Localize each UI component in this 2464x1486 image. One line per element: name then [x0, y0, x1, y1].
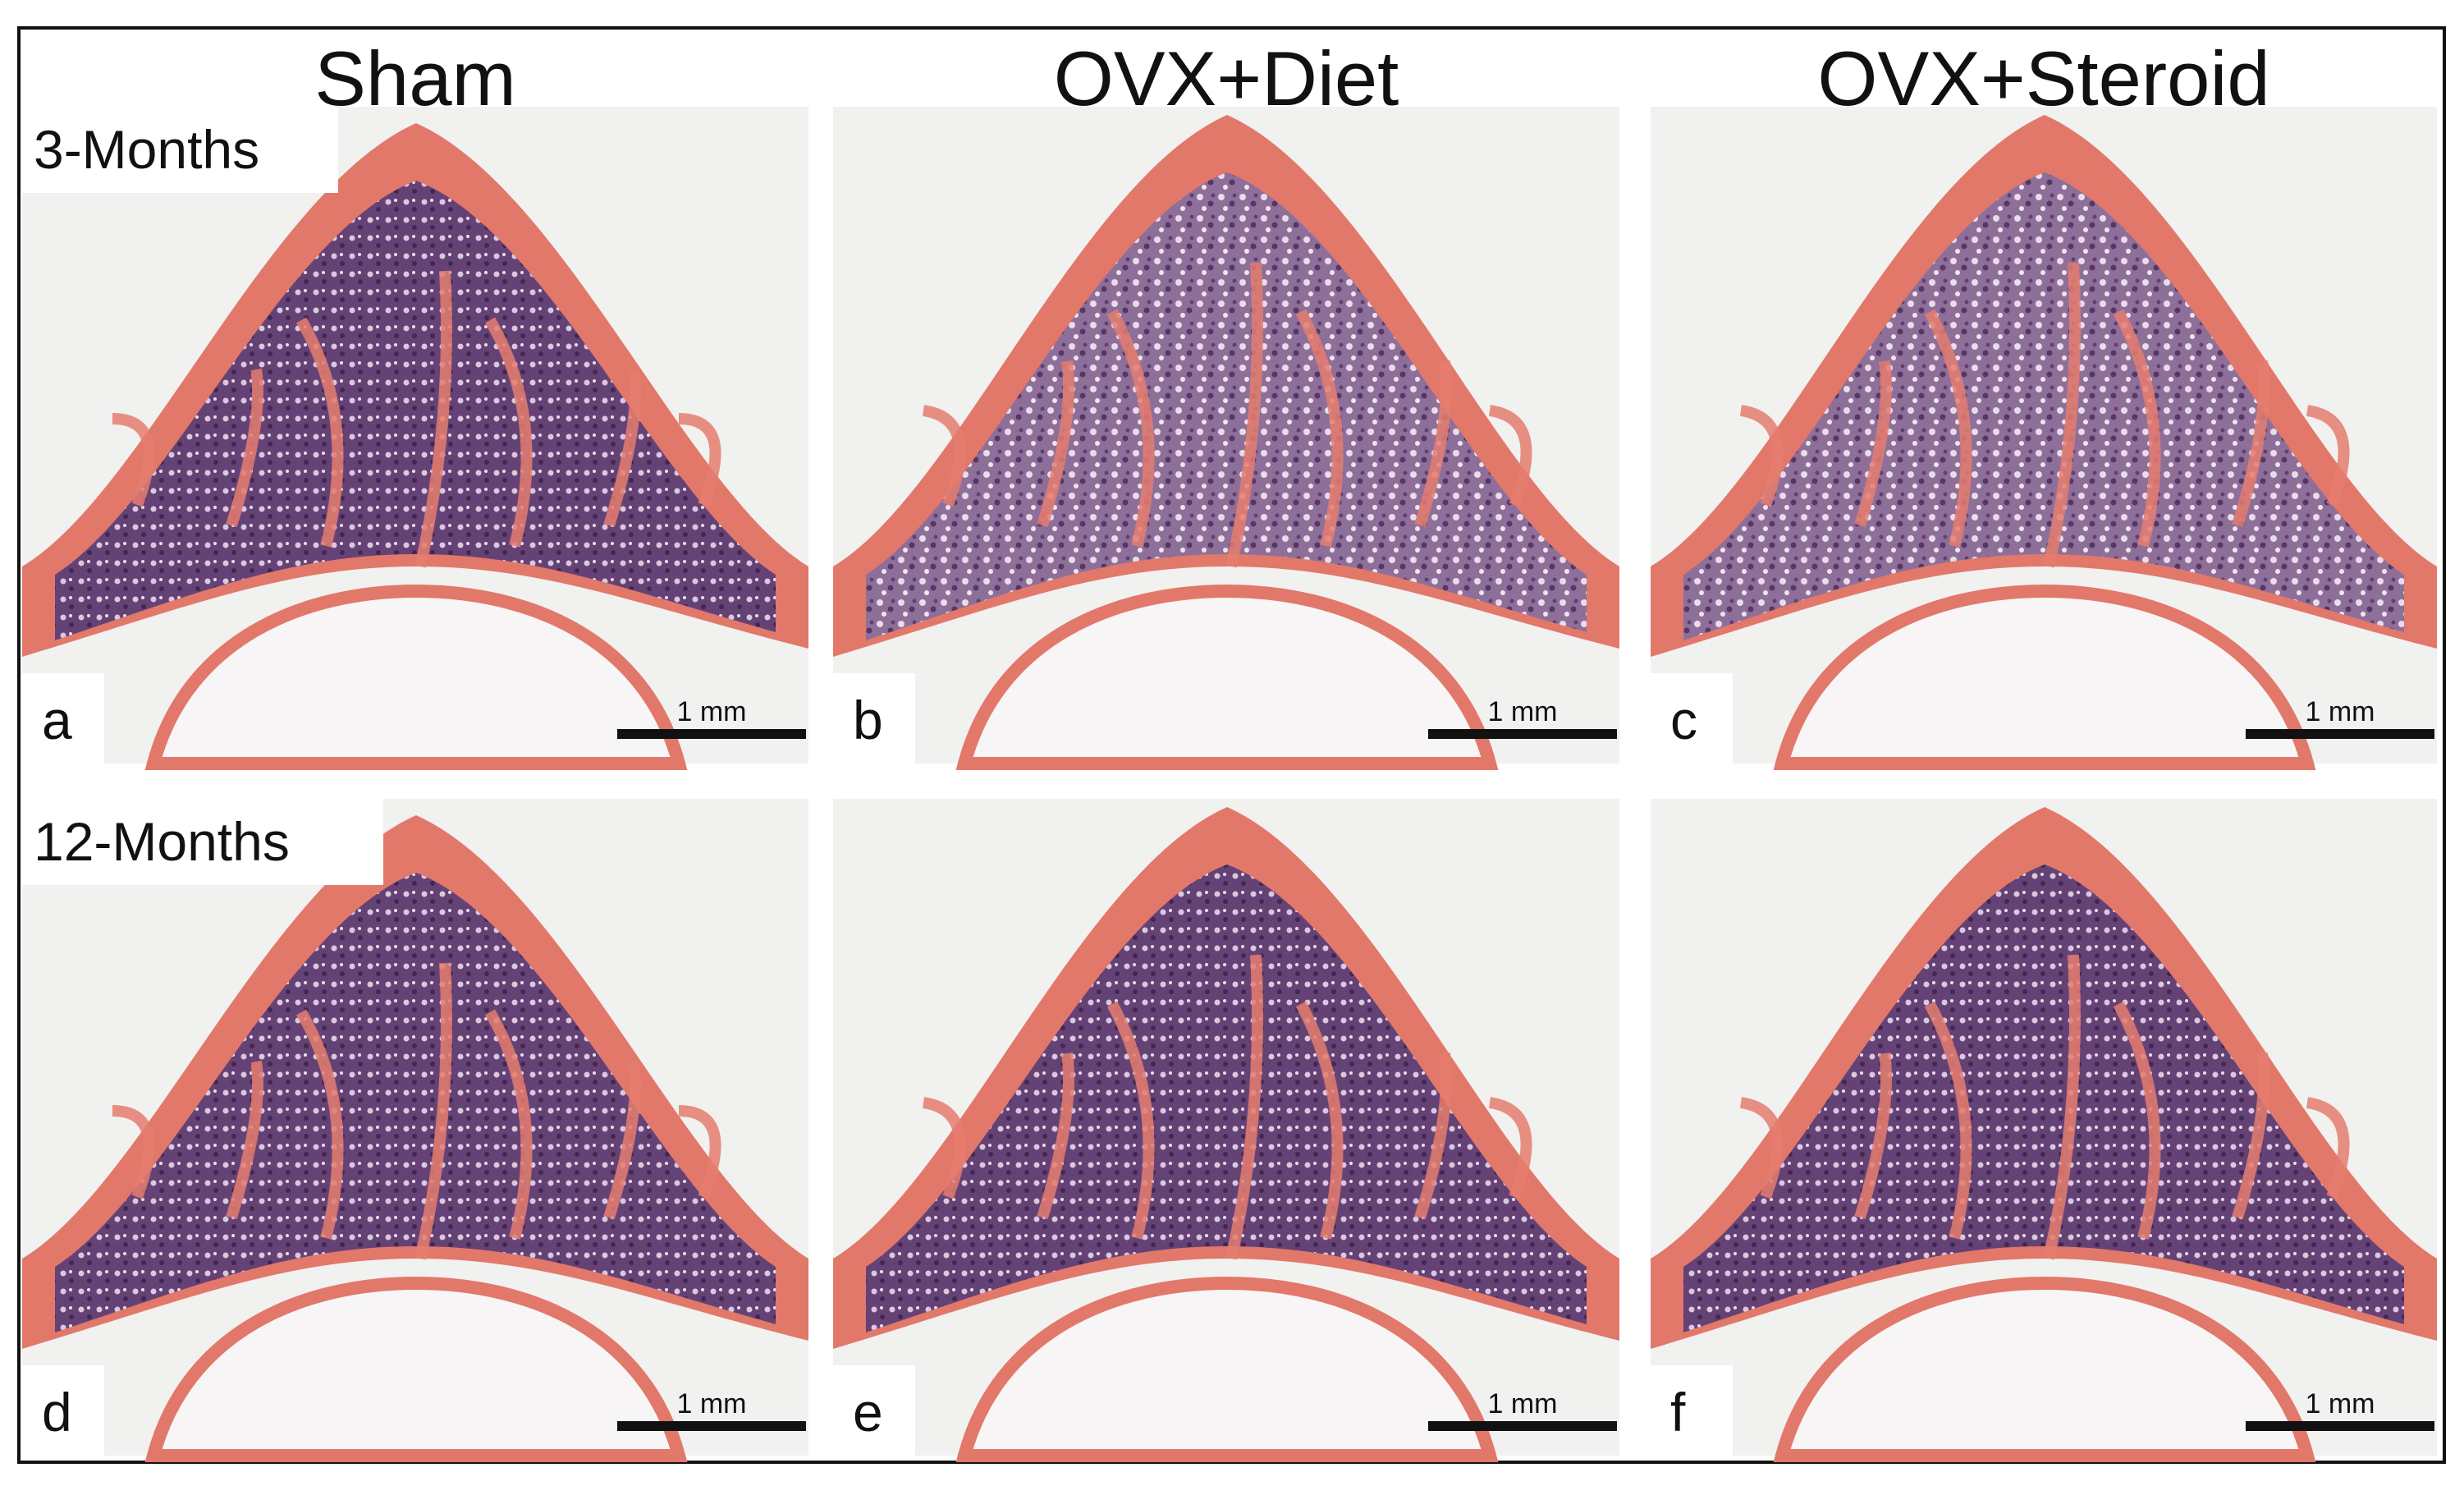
letter-box — [22, 673, 104, 764]
trabecula — [1924, 1001, 1972, 1240]
row-label: 12-Months — [34, 811, 290, 872]
trabecula — [414, 962, 452, 1260]
trabecula — [1037, 1053, 1074, 1220]
scale-bar-label: 1 mm — [1488, 696, 1558, 727]
scale-bar — [2246, 1421, 2434, 1431]
trabecula — [1739, 405, 1784, 507]
trabecula — [295, 317, 344, 548]
scale-bar-label: 1 mm — [677, 696, 747, 727]
trabecula — [1106, 1001, 1155, 1240]
panel-letter: b — [853, 690, 883, 750]
row-label-box — [22, 799, 383, 885]
panel: 12-Months d 1 mm — [22, 799, 808, 1462]
trabecula — [2232, 1053, 2269, 1220]
trabecula — [678, 1105, 721, 1199]
scale-bar — [617, 1421, 806, 1431]
trabecula — [1924, 309, 1972, 548]
panel-letter: f — [1670, 1382, 1686, 1442]
panel-letter: a — [42, 690, 72, 750]
panel-letter: d — [42, 1382, 72, 1442]
letter-box — [833, 673, 915, 764]
cavity — [955, 584, 1499, 770]
cavity — [1773, 584, 2316, 770]
trabecula — [414, 270, 452, 568]
trabecula — [603, 1060, 641, 1220]
panel: 3-Months a 1 mm — [22, 107, 808, 770]
trabecula — [2113, 309, 2161, 548]
panel: f 1 mm — [1651, 799, 2437, 1462]
trabecula — [226, 368, 263, 528]
panel-letter: c — [1670, 690, 1697, 750]
trabecula — [1739, 1097, 1784, 1199]
letter-box — [1651, 1365, 1733, 1456]
row-label: 3-Months — [34, 119, 259, 180]
scale-bar — [617, 729, 806, 739]
trabecula — [1225, 262, 1263, 568]
trabecula — [678, 413, 721, 507]
trabecula — [295, 1009, 344, 1240]
trabecula — [2113, 1001, 2161, 1240]
trabecula — [922, 405, 966, 507]
trabecula — [2306, 405, 2350, 507]
cavity — [1773, 1276, 2316, 1462]
trabecula — [1106, 309, 1155, 548]
trabecula — [603, 368, 641, 528]
cavity — [955, 1276, 1499, 1462]
trabecula — [1414, 1053, 1452, 1220]
trabecula — [1037, 360, 1074, 528]
panel: c 1 mm — [1651, 107, 2437, 770]
trabecula — [1295, 309, 1344, 548]
scale-bar — [2246, 729, 2434, 739]
trabecula — [2232, 360, 2269, 528]
trabecula — [1854, 1053, 1892, 1220]
trabecula — [1295, 1001, 1344, 1240]
trabecula — [1488, 405, 1532, 507]
panel-letter: e — [853, 1382, 883, 1442]
trabecula — [1854, 360, 1892, 528]
trabecula — [1225, 954, 1263, 1260]
trabecula — [2043, 954, 2081, 1260]
cavity — [144, 584, 688, 770]
trabecula — [484, 1009, 533, 1240]
scale-bar-label: 1 mm — [2306, 696, 2375, 727]
letter-box — [1651, 673, 1733, 764]
trabecula — [922, 1097, 966, 1199]
trabecula — [2306, 1097, 2350, 1199]
trabecula — [1488, 1097, 1532, 1199]
row-label-box — [22, 107, 338, 193]
panel: b 1 mm — [833, 107, 1619, 770]
letter-box — [833, 1365, 915, 1456]
trabecula — [1414, 360, 1452, 528]
trabecula — [112, 1105, 155, 1199]
letter-box — [22, 1365, 104, 1456]
trabecula — [484, 317, 533, 548]
trabecula — [112, 413, 155, 507]
trabecula — [2043, 262, 2081, 568]
cavity — [144, 1276, 688, 1462]
scale-bar — [1428, 729, 1617, 739]
scale-bar — [1428, 1421, 1617, 1431]
scale-bar-label: 1 mm — [2306, 1388, 2375, 1419]
panel: e 1 mm — [833, 799, 1619, 1462]
scale-bar-label: 1 mm — [1488, 1388, 1558, 1419]
trabecula — [226, 1060, 263, 1220]
scale-bar-label: 1 mm — [677, 1388, 747, 1419]
